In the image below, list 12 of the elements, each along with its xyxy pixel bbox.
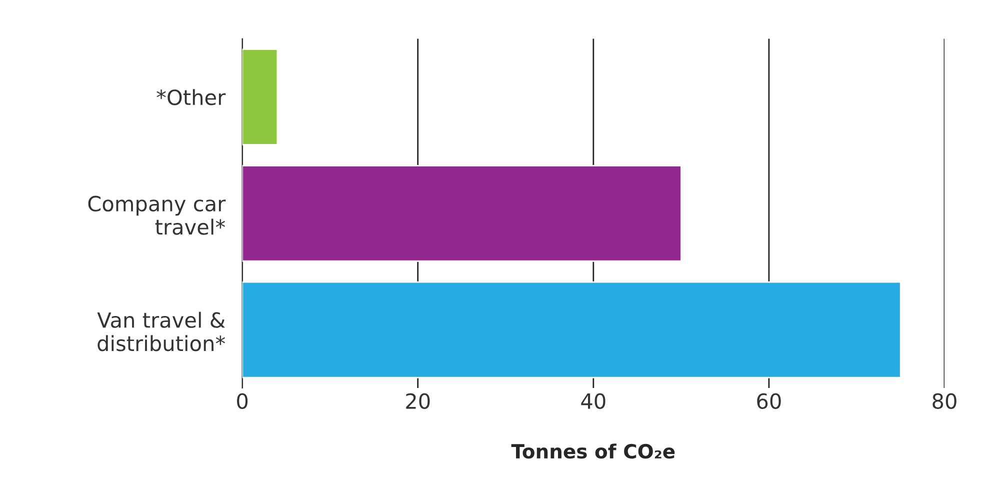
- x-tick-label: 0: [237, 393, 248, 409]
- bar: [242, 281, 902, 378]
- x-tick-label: 20: [406, 393, 430, 409]
- bar: [242, 48, 278, 146]
- y-tick-label: Van travel & distribution*: [97, 312, 226, 352]
- x-axis-title: Tonnes of CO₂e: [511, 444, 675, 459]
- y-tick-label: Company car travel*: [88, 196, 226, 235]
- y-tick-label: *Other: [156, 89, 226, 106]
- x-tick-label: 40: [581, 393, 606, 409]
- x-tick-label: 60: [757, 393, 781, 409]
- bar: [242, 164, 682, 262]
- x-tick-label: 80: [932, 393, 956, 409]
